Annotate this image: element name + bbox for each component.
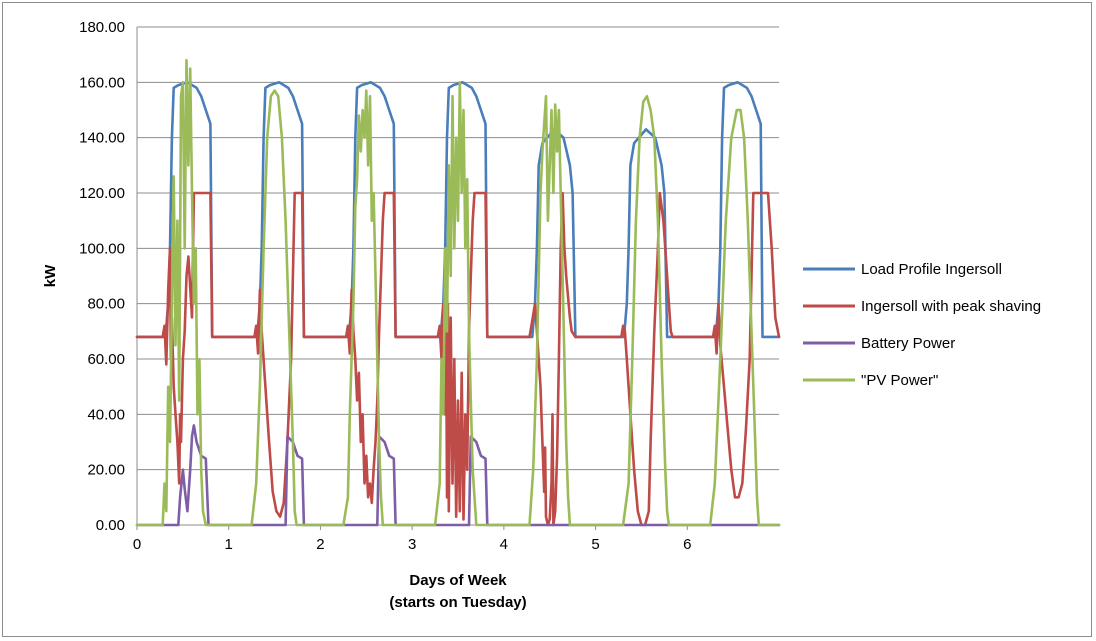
y-tick-label: 120.00 (79, 185, 125, 202)
series-line-2 (135, 191, 781, 527)
y-tick-label: 100.00 (79, 240, 125, 257)
y-tick-label: 20.00 (87, 462, 125, 479)
x-axis-title: Days of Week (409, 572, 507, 589)
x-tick-label: 1 (225, 536, 233, 553)
y-tick-label: 60.00 (87, 351, 125, 368)
gridlines (137, 26, 779, 526)
y-axis-title: kW (42, 264, 59, 287)
legend-label: "PV Power" (861, 372, 938, 389)
y-tick-label: 40.00 (87, 406, 125, 423)
y-tick-label: 140.00 (79, 130, 125, 147)
series-line-4 (135, 58, 781, 527)
legend: Load Profile Ingersoll Ingersoll with pea… (803, 261, 1041, 389)
line-chart: 0.00 20.00 40.00 60.00 80.00 100.00 120.00 140.… (42, 19, 1041, 611)
series-lines (135, 58, 781, 527)
x-tick-label: 5 (591, 536, 599, 553)
x-tick-label: 3 (408, 536, 416, 553)
y-axis-ticks: 0.00 20.00 40.00 60.00 80.00 100.00 120.00 140.… (79, 19, 125, 534)
y-tick-label: 80.00 (87, 296, 125, 313)
y-tick-label: 0.00 (96, 517, 125, 534)
y-tick-label: 180.00 (79, 19, 125, 36)
x-axis-ticks: 0 1 2 3 4 5 6 (133, 525, 691, 553)
legend-label: Load Profile Ingersoll (861, 261, 1002, 278)
legend-label: Battery Power (861, 335, 955, 352)
x-tick-label: 4 (500, 536, 508, 553)
x-tick-label: 2 (316, 536, 324, 553)
x-axis-subtitle: (starts on Tuesday) (389, 594, 526, 611)
legend-label: Ingersoll with peak shaving (861, 298, 1041, 315)
x-tick-label: 0 (133, 536, 141, 553)
x-tick-label: 6 (683, 536, 691, 553)
y-tick-label: 160.00 (79, 74, 125, 91)
